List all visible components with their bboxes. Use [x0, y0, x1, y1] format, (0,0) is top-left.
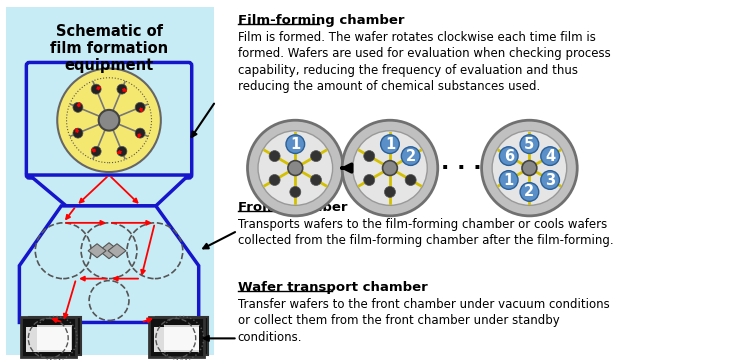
Circle shape — [499, 147, 518, 165]
Polygon shape — [20, 206, 199, 322]
Circle shape — [117, 146, 127, 156]
Circle shape — [363, 151, 375, 162]
Circle shape — [269, 174, 280, 186]
Circle shape — [258, 131, 333, 205]
Text: 3: 3 — [545, 173, 555, 187]
Circle shape — [135, 103, 145, 112]
Circle shape — [353, 131, 428, 205]
Text: 1: 1 — [290, 137, 300, 152]
Text: Wafer transport chamber: Wafer transport chamber — [238, 280, 428, 293]
Polygon shape — [108, 244, 126, 258]
Bar — [154, 327, 199, 352]
Circle shape — [541, 171, 559, 189]
Text: Transfer wafers to the front chamber under vacuum conditions
or collect them fro: Transfer wafers to the front chamber und… — [238, 298, 609, 344]
Text: 1: 1 — [504, 173, 513, 187]
Polygon shape — [99, 243, 119, 259]
FancyBboxPatch shape — [21, 317, 76, 357]
Bar — [37, 325, 72, 350]
Circle shape — [541, 147, 559, 165]
Circle shape — [117, 84, 127, 94]
Text: Film is formed. The wafer rotates clockwise each time film is
formed. Wafers are: Film is formed. The wafer rotates clockw… — [238, 31, 610, 93]
Circle shape — [520, 135, 539, 153]
Text: 6: 6 — [504, 149, 513, 164]
Circle shape — [382, 161, 397, 175]
Circle shape — [290, 187, 301, 197]
Circle shape — [363, 174, 375, 186]
Text: 2: 2 — [406, 149, 415, 164]
FancyBboxPatch shape — [26, 62, 192, 178]
Bar — [26, 327, 71, 352]
Circle shape — [73, 128, 83, 138]
Circle shape — [520, 183, 539, 201]
Circle shape — [405, 174, 416, 186]
Bar — [164, 325, 199, 350]
Text: · · ·: · · · — [441, 158, 482, 178]
Circle shape — [385, 187, 395, 197]
Bar — [156, 317, 207, 355]
Circle shape — [73, 103, 83, 112]
Bar — [7, 6, 213, 355]
Circle shape — [91, 146, 101, 156]
Circle shape — [482, 120, 578, 216]
Circle shape — [311, 151, 321, 162]
Circle shape — [57, 69, 161, 172]
Circle shape — [286, 135, 305, 153]
Text: Front chamber: Front chamber — [238, 201, 347, 214]
Circle shape — [492, 131, 567, 205]
Circle shape — [381, 135, 400, 153]
Circle shape — [135, 128, 145, 138]
Text: 4: 4 — [545, 149, 555, 164]
Text: 1: 1 — [385, 137, 395, 152]
Circle shape — [311, 174, 321, 186]
Polygon shape — [88, 244, 106, 258]
Circle shape — [401, 147, 420, 165]
Bar — [29, 317, 81, 355]
FancyBboxPatch shape — [149, 317, 204, 357]
Circle shape — [99, 110, 119, 131]
Circle shape — [269, 151, 280, 162]
Text: 5: 5 — [524, 137, 535, 152]
Text: Film-forming chamber: Film-forming chamber — [238, 14, 404, 27]
Circle shape — [91, 84, 101, 94]
Text: Transports wafers to the film-forming chamber or cools wafers
collected from the: Transports wafers to the film-forming ch… — [238, 218, 613, 247]
Circle shape — [342, 120, 438, 216]
Circle shape — [288, 161, 302, 175]
Circle shape — [247, 120, 343, 216]
Text: Schematic of
film formation
equipment: Schematic of film formation equipment — [50, 23, 168, 73]
Text: 2: 2 — [524, 184, 535, 200]
Circle shape — [522, 161, 537, 175]
Polygon shape — [29, 175, 188, 206]
Circle shape — [499, 171, 518, 189]
